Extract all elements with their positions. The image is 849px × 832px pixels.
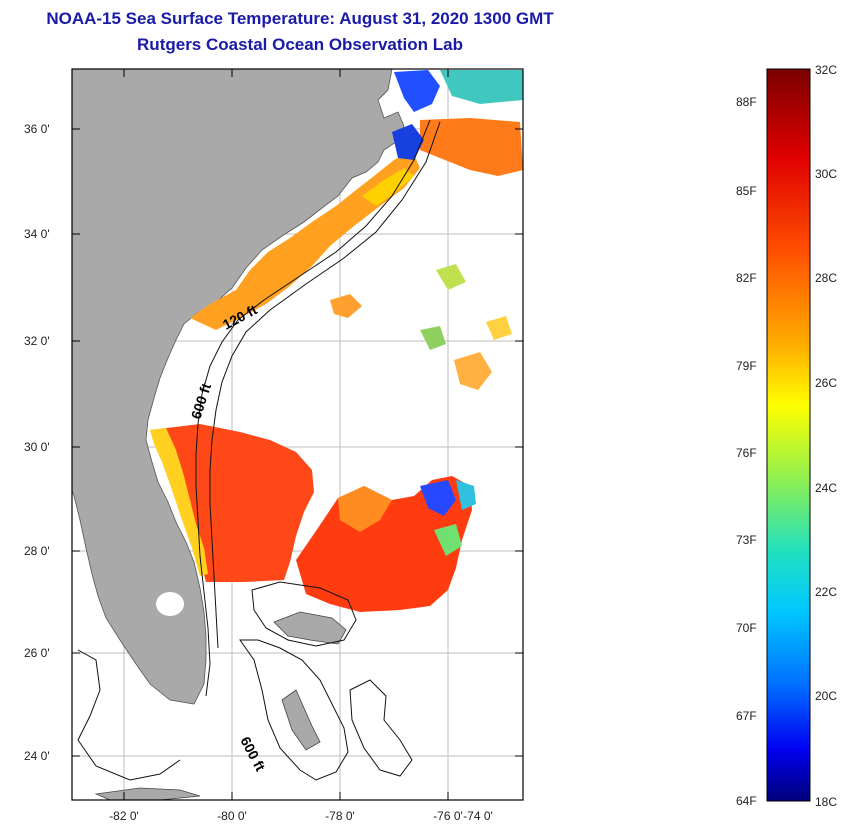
lat-label: 24 0' (24, 749, 50, 763)
colorbar-c-label: 20C (815, 689, 837, 703)
lat-label: 36 0' (24, 122, 50, 136)
colorbar-f-label: 67F (736, 709, 757, 723)
lat-tick-marks (72, 128, 523, 757)
lon-label: -82 0' (109, 809, 139, 823)
sst-florida-nearshore-yellow (150, 428, 208, 576)
lon-label: -76 0' (433, 809, 463, 823)
colorbar-c-label: 18C (815, 795, 837, 809)
colorbar-c-label: 28C (815, 271, 837, 285)
lat-label: 26 0' (24, 646, 50, 660)
bahamas-islands (94, 611, 347, 800)
lake-okeechobee (156, 592, 184, 616)
sst-eastern-cool (420, 480, 456, 516)
colorbar-f-label: 85F (736, 184, 757, 198)
colorbar-f-label: 64F (736, 794, 757, 808)
colorbar-c-label: 32C (815, 63, 837, 77)
sst-eastern-green (434, 524, 462, 556)
colorbar-f-label: 70F (736, 621, 757, 635)
temperature-colorbar (766, 68, 811, 802)
sst-eastern-cyan (456, 480, 476, 510)
lat-label: 28 0' (24, 544, 50, 558)
bathymetry-contours (77, 119, 441, 781)
sst-carolina-shelf (190, 150, 420, 330)
sst-florida-gulf-stream (150, 424, 314, 582)
map-frame (71, 68, 524, 801)
colorbar-c-label: 22C (815, 585, 837, 599)
sst-offshore-patches (330, 264, 512, 390)
sst-outer-banks-cool (394, 70, 440, 112)
lon-label: -74 0' (463, 809, 493, 823)
lat-label: 30 0' (24, 440, 50, 454)
lat-label: 32 0' (24, 334, 50, 348)
lat-label: 34 0' (24, 227, 50, 241)
map-subtitle: Rutgers Coastal Ocean Observation Lab (137, 35, 463, 54)
lon-label: -80 0' (217, 809, 247, 823)
colorbar-f-label: 88F (736, 95, 757, 109)
lon-label: -78 0' (325, 809, 355, 823)
lon-tick-marks (123, 69, 449, 800)
colorbar-c-label: 24C (815, 481, 837, 495)
mainland-land (72, 69, 405, 705)
sst-central-orange (338, 486, 392, 532)
sst-carolina-warm-yellow (362, 168, 414, 206)
colorbar-c-label: 26C (815, 376, 837, 390)
colorbar-c-label: 30C (815, 167, 837, 181)
colorbar-f-label: 79F (736, 359, 757, 373)
map-title: NOAA-15 Sea Surface Temperature: August … (46, 9, 554, 28)
sst-pamlico-cool (392, 124, 424, 160)
colorbar-f-label: 73F (736, 533, 757, 547)
sst-outer-banks (420, 118, 523, 176)
sst-northeast-patch (440, 70, 523, 104)
colorbar-f-label: 76F (736, 446, 757, 460)
colorbar-f-label: 82F (736, 271, 757, 285)
